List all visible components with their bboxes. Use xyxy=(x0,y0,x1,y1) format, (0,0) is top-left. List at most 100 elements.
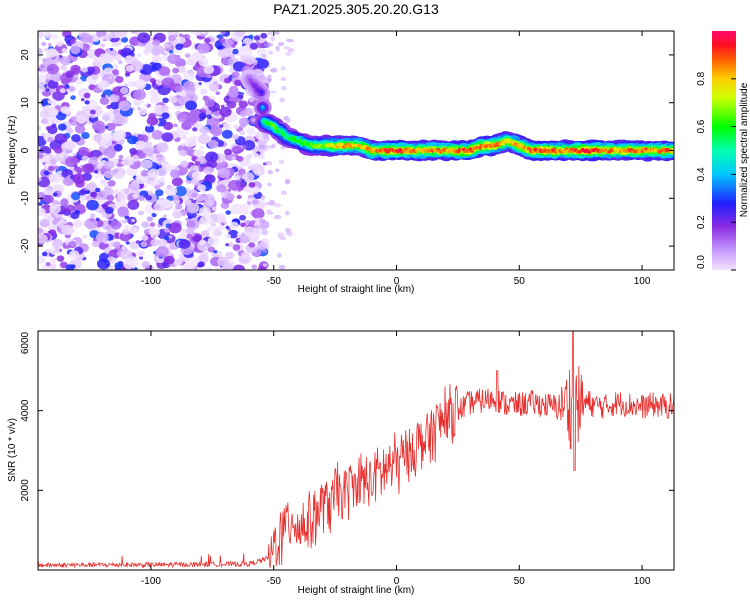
spectrogram-ridge-cell xyxy=(279,129,284,134)
spectrogram-noise-cell xyxy=(158,154,163,158)
spectrogram-noise-cell xyxy=(60,106,71,114)
spectrogram-noise-cell xyxy=(207,236,220,246)
spectrogram-noise-cell xyxy=(225,243,229,247)
spectrogram-noise-cell xyxy=(172,198,180,205)
spectrogram-noise-cell xyxy=(143,49,151,55)
spectrogram-noise-cell xyxy=(278,41,285,47)
spectrogram-noise-cell xyxy=(95,232,109,243)
spectrogram-noise-cell xyxy=(171,177,183,187)
spectrogram-noise-cell xyxy=(239,130,246,136)
spectrogram-ridge-cell xyxy=(274,126,278,130)
spectrogram-noise-cell xyxy=(126,55,131,59)
snr-y-axis-label: SNR (10 * v/v) xyxy=(7,418,18,482)
spectrogram-noise-cell xyxy=(136,106,141,111)
spectrogram-noise-cell xyxy=(213,81,218,85)
snr-y-tick-label: 6000 xyxy=(20,331,31,354)
spectrogram-noise-cell xyxy=(81,132,90,140)
spectrogram-noise-cell xyxy=(99,178,108,186)
spectrogram-x-tick-label: 0 xyxy=(394,276,400,287)
spectrogram-noise-cell xyxy=(140,241,148,248)
spectrogram-noise-cell xyxy=(194,149,204,158)
spectrogram-noise-cell xyxy=(260,195,266,201)
spectrogram-noise-cell xyxy=(184,53,191,59)
spectrogram-noise-cell xyxy=(132,98,142,106)
spectrogram-noise-cell xyxy=(155,246,169,258)
spectrogram-noise-cell xyxy=(260,32,268,39)
spectrogram-noise-cell xyxy=(278,159,285,164)
spectrogram-noise-cell xyxy=(118,100,131,112)
spectrogram-noise-cell xyxy=(113,143,123,152)
spectrogram-noise-cell xyxy=(150,239,160,247)
spectrogram-noise-cell xyxy=(125,241,130,245)
spectrogram-noise-cell xyxy=(59,88,66,94)
spectrogram-noise-cell xyxy=(52,238,64,248)
spectrogram-noise-cell xyxy=(101,93,106,98)
spectrogram-noise-cell xyxy=(270,90,277,94)
spectrogram-noise-cell xyxy=(152,44,165,55)
spectrogram-noise-cell xyxy=(256,169,262,175)
spectrogram-noise-cell xyxy=(112,241,121,249)
spectrogram-noise-cell xyxy=(144,124,155,133)
spectrogram-noise-cell xyxy=(53,145,63,154)
spectrogram-noise-cell xyxy=(89,109,96,115)
spectrogram-noise-cell xyxy=(102,81,107,86)
spectrogram-noise-cell xyxy=(163,214,168,218)
spectrogram-noise-cell xyxy=(190,257,200,266)
spectrogram-noise-cell xyxy=(43,31,52,39)
spectrogram-noise-cell xyxy=(109,47,114,51)
spectrogram-noise-cell xyxy=(198,218,206,225)
spectrogram-noise-cell xyxy=(238,100,248,109)
spectrogram-noise-cell xyxy=(176,211,183,218)
spectrogram-noise-cell xyxy=(239,214,247,221)
spectrogram-noise-cell xyxy=(206,116,220,128)
spectrogram-noise-cell xyxy=(49,246,60,255)
spectrogram-noise-cell xyxy=(214,226,219,231)
spectrogram-noise-cell xyxy=(78,146,89,156)
spectrogram-noise-cell xyxy=(211,206,217,211)
spectrogram-noise-cell xyxy=(241,179,245,183)
spectrogram-noise-cell xyxy=(231,48,239,55)
spectrogram-noise-cell xyxy=(144,103,149,107)
spectrogram-noise-cell xyxy=(99,35,105,41)
spectrogram-noise-cell xyxy=(68,86,75,92)
spectrogram-noise-cell xyxy=(122,219,128,224)
spectrogram-noise-cell xyxy=(246,153,253,159)
spectrogram-noise-cell xyxy=(112,188,120,195)
spectrogram-noise-cell xyxy=(257,58,270,69)
spectrogram-noise-cell xyxy=(194,161,201,167)
spectrogram-noise-cell xyxy=(168,235,173,239)
spectrogram-noise-cell xyxy=(243,186,251,193)
spectrogram-noise-cell xyxy=(163,41,172,48)
spectrogram-noise-cell xyxy=(96,105,101,110)
snr-y-tick-label: 4000 xyxy=(20,399,31,422)
spectrogram-noise-cell xyxy=(45,88,50,92)
spectrogram-noise-cell xyxy=(115,198,121,203)
spectrogram-noise-cell xyxy=(99,174,104,178)
spectrogram-noise-cell xyxy=(174,85,183,93)
spectrogram-noise-cell xyxy=(137,53,142,57)
spectrogram-noise-cell xyxy=(91,240,100,248)
spectrogram-noise-cell xyxy=(215,266,220,270)
spectrogram-noise-cell xyxy=(89,213,96,219)
spectrogram-noise-cell xyxy=(231,71,240,78)
spectrogram-noise-cell xyxy=(231,156,236,160)
spectrogram-y-tick-label: 20 xyxy=(20,49,31,61)
spectrogram-noise-cell xyxy=(85,66,96,75)
spectrogram-noise-cell xyxy=(200,31,205,34)
spectrogram-noise-cell xyxy=(268,50,274,55)
spectrogram-noise-cell xyxy=(132,89,147,101)
spectrogram-noise-cell xyxy=(47,80,59,89)
spectrogram-noise-cell xyxy=(43,186,54,195)
spectrogram-noise-cell xyxy=(127,80,136,87)
spectrogram-noise-cell xyxy=(281,85,287,91)
snr-frame xyxy=(37,330,675,571)
spectrogram-noise-cell xyxy=(91,73,99,80)
colorbar-tick-label: 0.0 xyxy=(696,255,707,269)
snr-panel: -100 -50 0 50 100 2000 4000 6000 Height of str… xyxy=(7,330,675,596)
spectrogram-noise-cell xyxy=(222,122,231,130)
spectrogram-noise-cell xyxy=(81,155,89,162)
spectrogram-noise-cell xyxy=(57,123,67,131)
spectrogram-noise-cell xyxy=(176,112,189,122)
